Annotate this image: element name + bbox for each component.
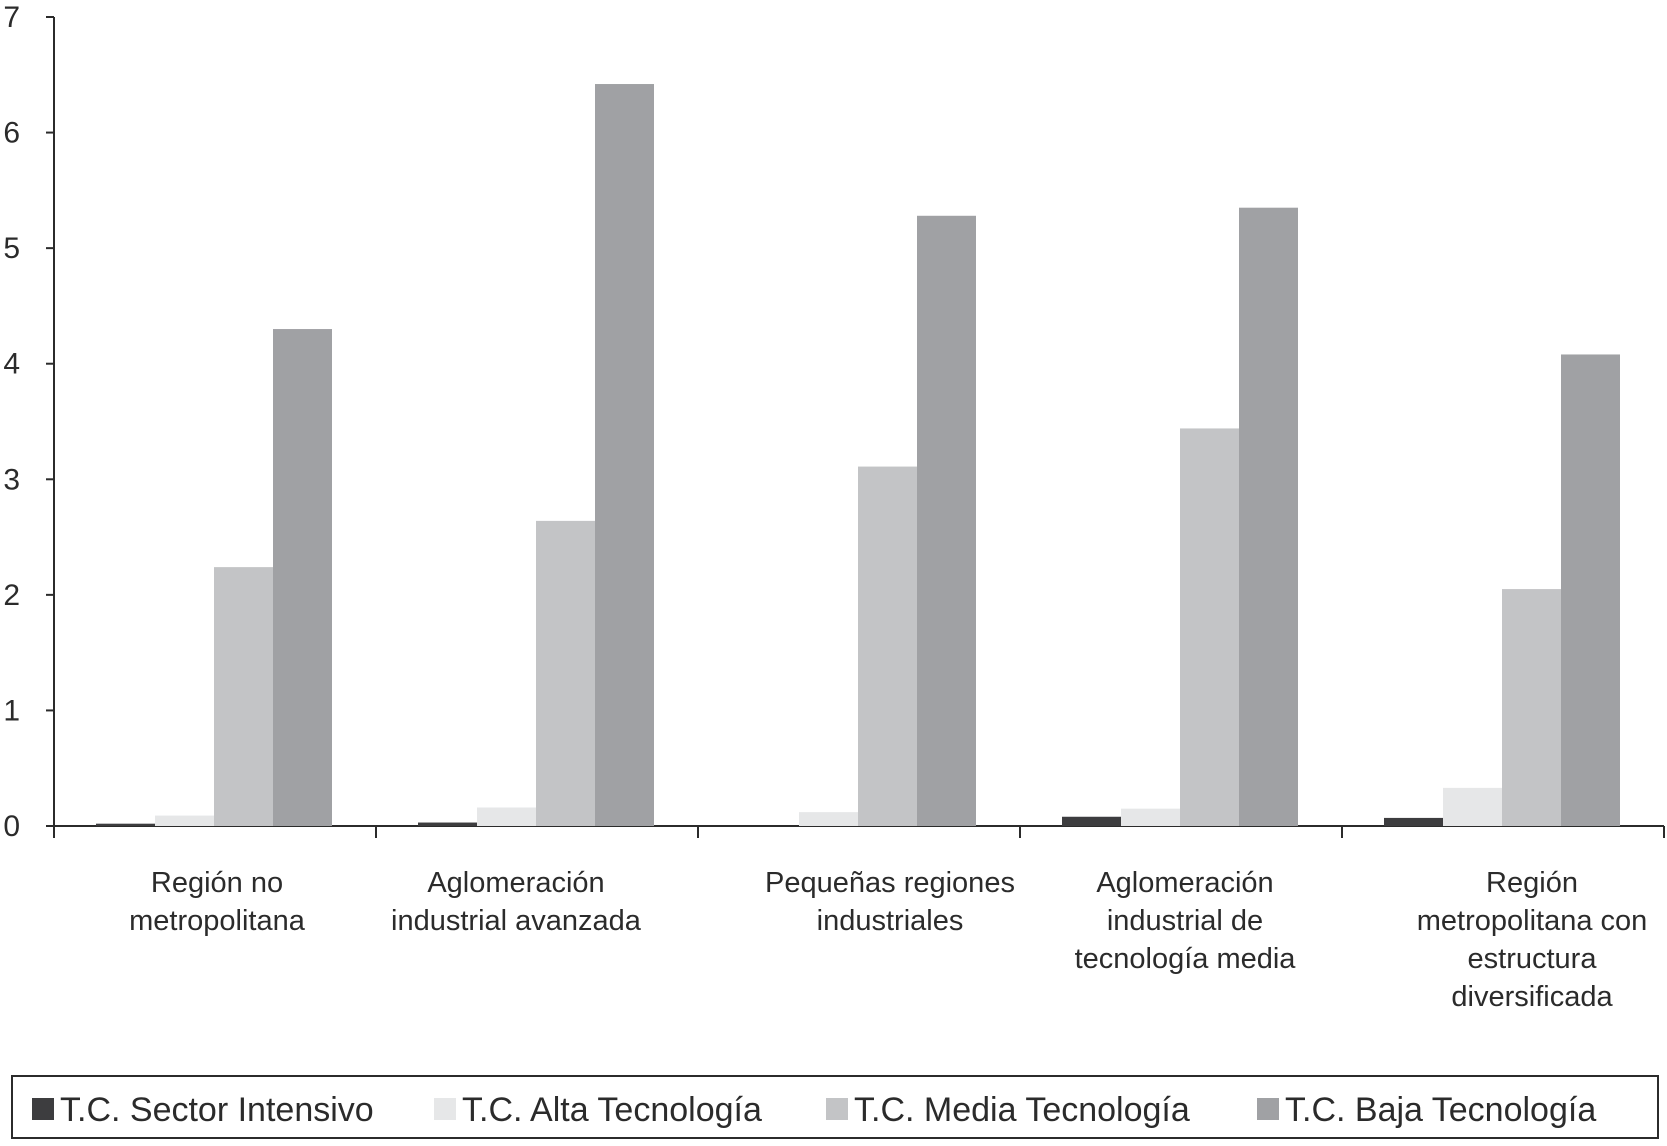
category-label: Pequeñas regiones industriales [765,867,1015,937]
bar [1180,428,1239,826]
category-labels: Región no metropolitana Aglomeración indust… [129,867,1647,1013]
bar [1561,354,1620,826]
bar [917,215,976,827]
y-tick-label: 1 [3,694,20,727]
bar [1239,207,1298,826]
bar [1443,787,1502,826]
bar [1384,817,1443,826]
y-tick-label: 4 [3,348,20,381]
category-label-line: Región [1486,867,1578,899]
bar [1502,589,1561,826]
category-label-line: industrial avanzada [391,905,642,937]
bar [595,84,654,826]
bar [858,466,917,826]
bar [1121,808,1180,826]
y-axis: 0 1 2 3 4 5 6 7 [3,1,55,843]
bar [799,812,858,826]
y-tick-label: 6 [3,117,20,150]
legend-swatch [434,1098,456,1120]
bar [155,815,214,826]
category-label-line: diversificada [1451,981,1613,1013]
bar [214,567,273,826]
legend-label: T.C. Alta Tecnología [462,1091,762,1129]
legend-label: T.C. Sector Intensivo [60,1091,374,1129]
category-label-line: Pequeñas regiones [765,867,1015,899]
category-label-line: industriales [817,905,964,937]
x-axis [53,825,1665,838]
bar [273,329,332,826]
y-tick-label: 2 [3,579,20,612]
category-label: Región metropolitana con estructura diversi… [1417,867,1648,1013]
bar [536,520,595,826]
category-label: Aglomeración industrial avanzada [391,867,642,937]
legend-swatch [1257,1098,1279,1120]
category-label-line: Aglomeración [1096,867,1273,899]
category-label-line: estructura [1468,943,1598,975]
legend-label: T.C. Media Tecnología [854,1091,1190,1129]
category-label-line: metropolitana con [1417,905,1648,937]
bars [96,84,1620,827]
category-label: Región no metropolitana [129,867,306,937]
category-label-line: industrial de [1107,905,1263,937]
category-label: Aglomeración industrial de tecnología medi… [1075,867,1297,975]
y-tick-label: 3 [3,463,20,496]
category-label-line: metropolitana [129,905,306,937]
category-label-line: Aglomeración [427,867,604,899]
legend-box [11,1075,1659,1139]
category-label-line: Región no [151,867,283,899]
y-tick-label: 0 [3,810,20,843]
y-tick-label: 7 [3,1,20,34]
legend-swatch [32,1098,54,1120]
bar [1062,816,1121,826]
y-tick-label: 5 [3,232,20,265]
bar [96,823,155,826]
bar [418,822,477,826]
category-label-line: tecnología media [1075,943,1297,975]
legend-label: T.C. Baja Tecnología [1285,1091,1596,1129]
legend-swatch [826,1098,848,1120]
bar [477,807,536,826]
legend: T.C. Sector Intensivo T.C. Alta Tecnologí… [11,1075,1659,1139]
